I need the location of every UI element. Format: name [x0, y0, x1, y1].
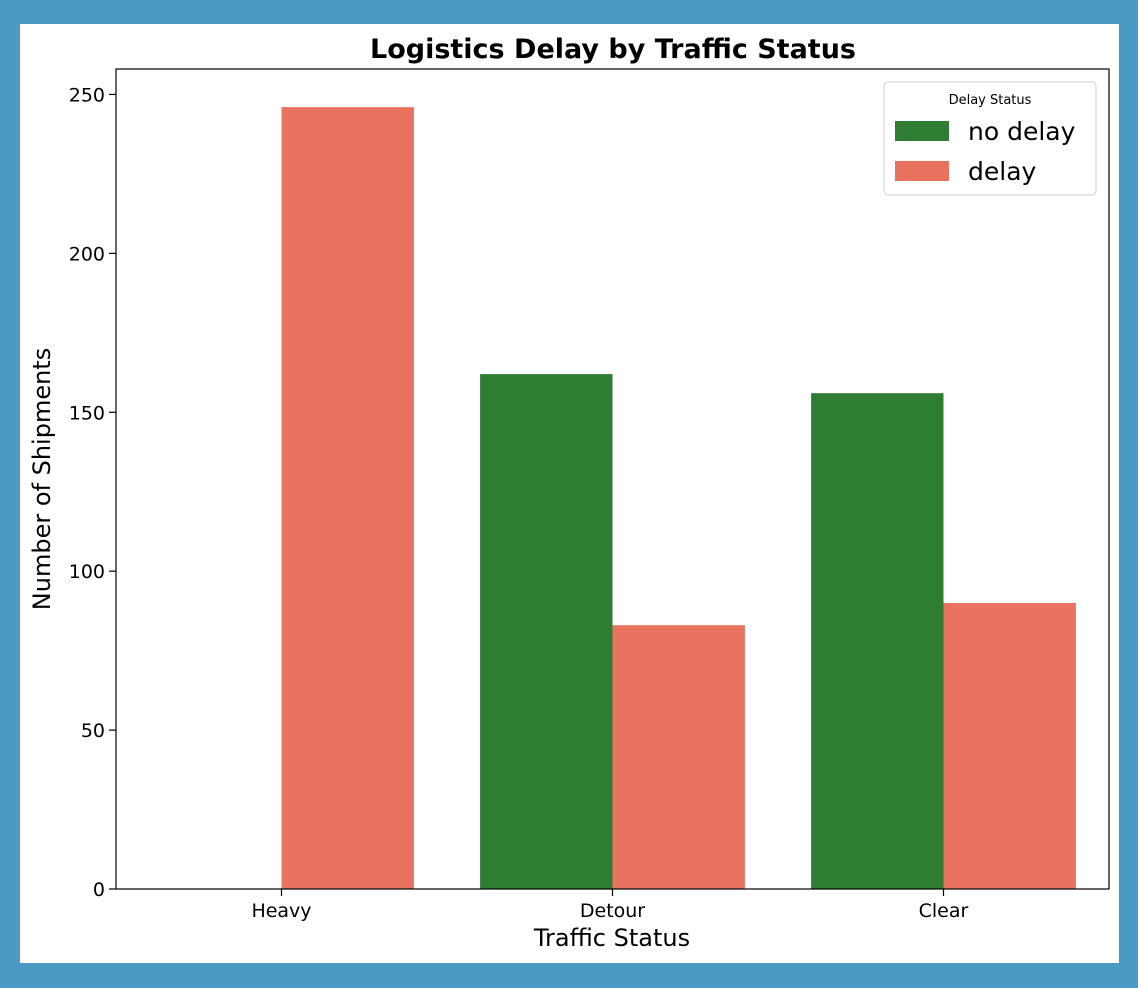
legend-items: no delay delay [895, 117, 1076, 186]
y-tick-label: 0 [93, 879, 105, 901]
legend-swatch-no-delay [895, 121, 949, 141]
y-axis: 0 50 100 150 200 250 [69, 84, 116, 901]
legend-label-no-delay: no delay [968, 117, 1076, 146]
legend-label-delay: delay [968, 157, 1037, 186]
x-tick-label-clear: Clear [919, 900, 969, 922]
x-axis: Heavy Detour Clear [251, 889, 969, 922]
bars-group [281, 107, 1076, 889]
bar-clear-no-delay [811, 393, 944, 889]
legend-title: Delay Status [949, 93, 1032, 108]
x-tick-label-heavy: Heavy [251, 900, 311, 922]
x-axis-label: Traffic Status [533, 924, 690, 952]
y-tick-label: 100 [69, 561, 105, 583]
x-tick-label-detour: Detour [580, 900, 645, 922]
bar-clear-delay [943, 602, 1076, 889]
y-axis-label: Number of Shipments [28, 348, 56, 610]
bar-detour-no-delay [480, 374, 613, 889]
chart-title: Logistics Delay by Traffic Status [370, 34, 856, 65]
y-tick-label: 200 [69, 243, 105, 265]
legend-swatch-delay [895, 161, 949, 181]
y-tick-label: 250 [69, 84, 105, 106]
bar-heavy-delay [281, 107, 414, 889]
y-tick-label: 150 [69, 402, 105, 424]
legend: Delay Status no delay delay [883, 81, 1097, 196]
y-tick-label: 50 [81, 720, 105, 742]
bar-detour-delay [612, 625, 745, 889]
